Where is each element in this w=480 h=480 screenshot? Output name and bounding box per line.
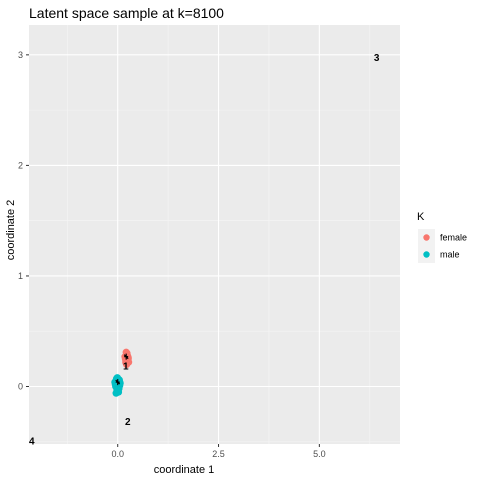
legend-title: K bbox=[417, 211, 425, 223]
legend-label-female: female bbox=[440, 233, 467, 243]
y-tick-label: 1 bbox=[18, 271, 23, 281]
x-axis-ticks: 0.0 2.5 5.0 bbox=[111, 444, 326, 459]
x-tick-label: 0.0 bbox=[111, 449, 124, 459]
center-marker bbox=[115, 379, 121, 386]
x-tick-label: 2.5 bbox=[212, 449, 225, 459]
center-markers bbox=[115, 353, 129, 386]
y-tick-label: 3 bbox=[18, 50, 23, 60]
legend-swatch-male bbox=[423, 251, 430, 258]
grid-lines bbox=[29, 25, 400, 444]
annotation-label: 2 bbox=[125, 417, 131, 428]
y-tick-label: 2 bbox=[18, 160, 23, 170]
center-marker bbox=[123, 353, 129, 360]
x-axis-title: coordinate 1 bbox=[154, 464, 215, 476]
y-axis-ticks: 0 1 2 3 bbox=[18, 50, 29, 392]
chart-title: Latent space sample at k=8100 bbox=[29, 5, 224, 21]
annotation-label: 3 bbox=[374, 53, 380, 64]
legend-swatch-female bbox=[423, 234, 430, 241]
annotation-label: 4 bbox=[29, 437, 35, 448]
y-tick-label: 0 bbox=[18, 382, 23, 392]
x-tick-label: 5.0 bbox=[313, 449, 326, 459]
annotation-label: 1 bbox=[123, 362, 129, 373]
data-point-female bbox=[122, 358, 130, 366]
annotations: 1 2 3 4 bbox=[29, 53, 380, 448]
legend: K female male bbox=[417, 211, 467, 263]
plot-panel bbox=[29, 25, 400, 444]
legend-label-male: male bbox=[440, 250, 460, 260]
data-point-male bbox=[115, 385, 123, 393]
y-axis-title: coordinate 2 bbox=[5, 200, 17, 261]
